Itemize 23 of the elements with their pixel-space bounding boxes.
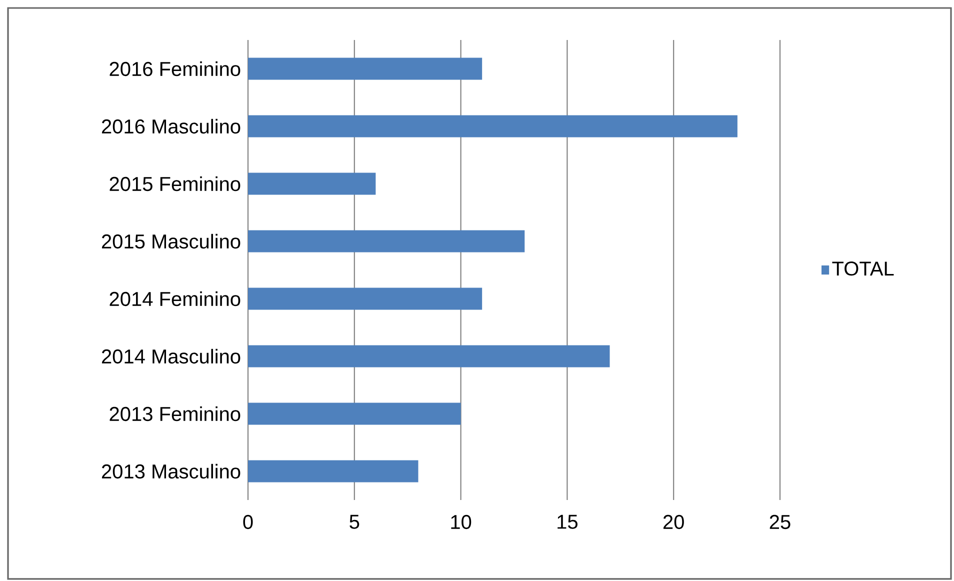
bar bbox=[248, 230, 525, 252]
bar bbox=[248, 58, 482, 80]
bar bbox=[248, 115, 738, 138]
y-tick-label: 2013 Masculino bbox=[102, 464, 240, 479]
y-tick-label: 2014 Masculino bbox=[102, 348, 240, 364]
bar bbox=[248, 402, 461, 425]
y-tick-label: 2016 Feminino bbox=[110, 61, 240, 76]
y-tick-label: 2016 Masculino bbox=[102, 118, 240, 134]
x-tick-label: 25 bbox=[770, 514, 790, 530]
x-tick-label: 20 bbox=[663, 514, 684, 530]
y-tick-label: 2013 Feminino bbox=[110, 406, 240, 422]
x-tick-label: 0 bbox=[243, 514, 253, 530]
y-tick-label: 2014 Feminino bbox=[110, 291, 240, 306]
bar bbox=[248, 172, 376, 195]
bar bbox=[248, 345, 610, 368]
bar bbox=[248, 460, 418, 482]
x-tick-label: 5 bbox=[350, 514, 360, 529]
legend-label: TOTAL bbox=[832, 262, 894, 276]
y-tick-label: 2015 Masculino bbox=[102, 234, 240, 249]
x-tick-label: 15 bbox=[558, 514, 578, 529]
x-tick-label: 10 bbox=[451, 514, 472, 530]
bar bbox=[248, 288, 482, 310]
y-tick-label: 2015 Feminino bbox=[110, 176, 240, 192]
